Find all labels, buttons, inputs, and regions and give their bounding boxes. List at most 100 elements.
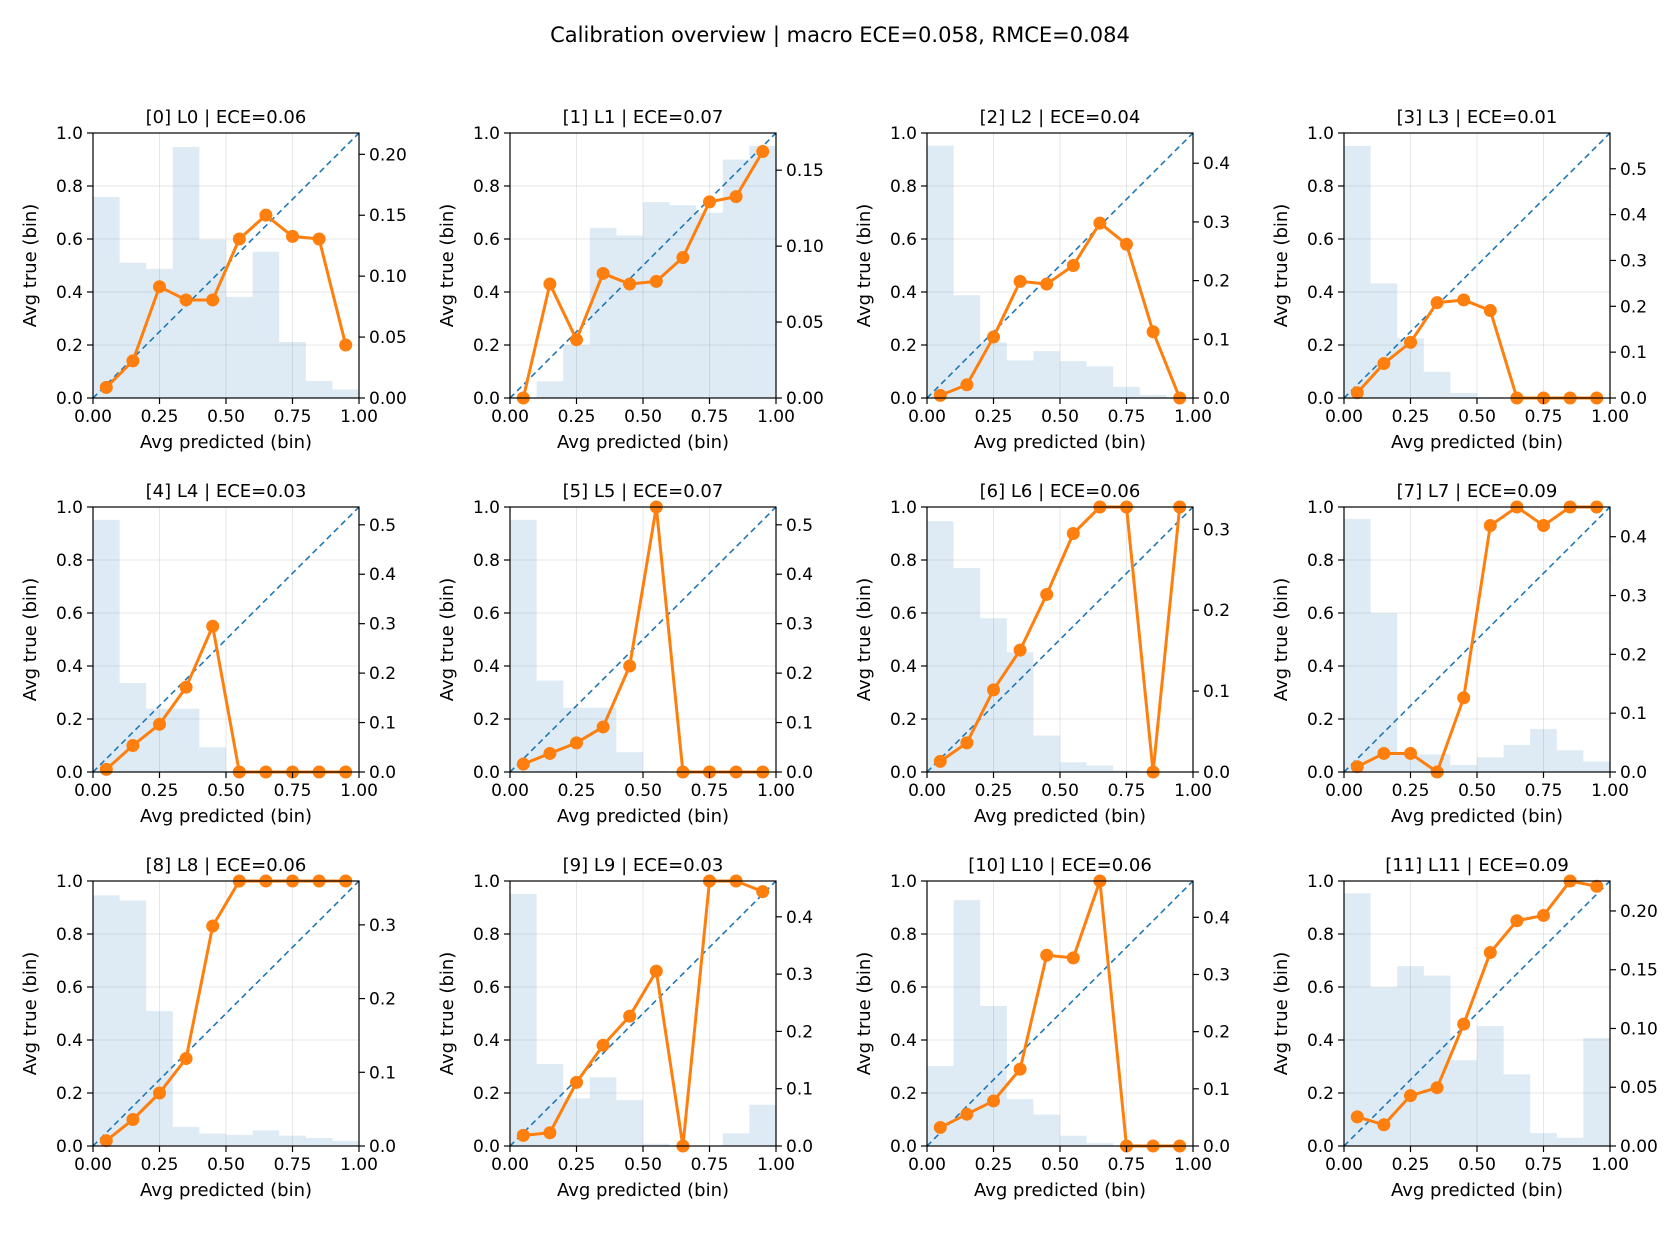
hist-tick-label: 0.0 xyxy=(1620,763,1647,783)
panel-title: [1] L1 | ECE=0.07 xyxy=(563,107,724,128)
calibration-point xyxy=(1013,643,1027,657)
calibration-point xyxy=(933,388,947,402)
histogram-bar xyxy=(1033,735,1060,772)
x-tick-label: 0.00 xyxy=(908,781,946,801)
histogram-bar xyxy=(93,895,120,1146)
x-tick-label: 0.50 xyxy=(624,1155,662,1175)
x-tick-label: 0.00 xyxy=(491,1155,529,1175)
y-tick-label: 0.0 xyxy=(56,763,83,783)
histogram-bar xyxy=(1450,392,1477,398)
hist-tick-label: 0.1 xyxy=(1203,682,1230,702)
hist-tick-label: 0.00 xyxy=(369,389,407,409)
calibration-point xyxy=(1537,908,1550,922)
histogram-bar xyxy=(1530,1133,1557,1146)
x-tick-label: 0.25 xyxy=(141,407,179,427)
diagonal-reference-line xyxy=(509,132,777,399)
calibration-point xyxy=(126,739,140,752)
histogram-bar xyxy=(1113,386,1140,398)
hist-tick-label: 0.0 xyxy=(1203,1137,1230,1157)
histogram-bar xyxy=(1450,1060,1477,1146)
x-tick-label: 1.00 xyxy=(1591,1155,1629,1175)
hist-tick-label: 0.3 xyxy=(1620,587,1647,607)
histogram-bar xyxy=(199,747,226,772)
calibration-point xyxy=(987,1094,1000,1108)
x-tick-label: 1.00 xyxy=(340,781,378,801)
calibration-curve xyxy=(521,150,764,399)
hist-tick-label: 0.00 xyxy=(1620,1137,1658,1157)
y-tick-label: 0.8 xyxy=(890,925,917,945)
hist-tick-label: 0.1 xyxy=(369,1063,396,1083)
histogram-bar xyxy=(749,145,776,398)
histogram-bar xyxy=(510,893,537,1146)
y-tick-label: 1.0 xyxy=(473,498,500,518)
x-tick-label: 0.00 xyxy=(74,407,112,427)
y-axis-label: Avg true (bin) xyxy=(437,204,458,328)
histogram-bar xyxy=(927,521,954,772)
x-tick-label: 0.75 xyxy=(691,407,729,427)
x-tick-label: 0.75 xyxy=(1525,407,1563,427)
histogram-bar xyxy=(1583,1037,1610,1146)
calibration-curve xyxy=(939,505,1182,774)
hist-tick-label: 0.3 xyxy=(786,615,813,635)
calibration-point xyxy=(987,683,1000,697)
y-tick-label: 0.0 xyxy=(1307,763,1334,783)
calibration-point xyxy=(729,190,743,204)
hist-tick-label: 0.3 xyxy=(1203,520,1230,540)
x-tick-label: 0.00 xyxy=(1325,781,1363,801)
x-tick-label: 0.75 xyxy=(1525,781,1563,801)
x-axis-label: Avg predicted (bin) xyxy=(1391,806,1563,827)
y-tick-label: 1.0 xyxy=(56,872,83,892)
histogram-bar xyxy=(172,147,200,398)
y-tick-label: 0.0 xyxy=(473,763,500,783)
histogram-bar xyxy=(119,262,147,398)
panel-11: [11] L11 | ECE=0.090.00 0.25 0.50 0.75 1.000… xyxy=(1271,855,1658,1201)
x-tick-label: 0.25 xyxy=(558,407,596,427)
x-tick-label: 0.25 xyxy=(141,1155,179,1175)
diagonal-reference-line xyxy=(926,880,1194,1147)
histogram-bar xyxy=(226,1134,253,1146)
calibration-point xyxy=(960,378,974,392)
hist-tick-label: 0.15 xyxy=(369,206,407,226)
panel-2: [2] L2 | ECE=0.040.00 0.25 0.50 0.75 1.000.0… xyxy=(854,107,1230,453)
y-tick-label: 0.2 xyxy=(473,1084,500,1104)
x-tick-label: 1.00 xyxy=(1174,1155,1212,1175)
histogram-bar xyxy=(1344,145,1371,398)
y-tick-label: 0.8 xyxy=(473,925,500,945)
calibration-point xyxy=(1350,760,1364,774)
histogram-bar xyxy=(1060,762,1087,772)
hist-tick-label: 0.5 xyxy=(786,516,813,536)
y-tick-label: 0.2 xyxy=(890,336,917,356)
calibration-point xyxy=(232,232,246,246)
y-tick-label: 0.2 xyxy=(1307,710,1334,730)
histogram-bar xyxy=(1583,761,1610,772)
calibration-point xyxy=(153,1086,166,1100)
x-tick-label: 0.50 xyxy=(1458,1155,1496,1175)
hist-tick-label: 0.5 xyxy=(369,516,396,536)
y-tick-label: 0.2 xyxy=(890,1084,917,1104)
hist-tick-label: 0.3 xyxy=(1620,251,1647,271)
calibration-point xyxy=(206,619,220,633)
x-axis-label: Avg predicted (bin) xyxy=(140,432,312,453)
histogram-bar xyxy=(1503,1074,1531,1146)
histogram-bar xyxy=(1370,613,1398,772)
hist-tick-label: 0.15 xyxy=(1620,961,1658,981)
x-tick-label: 0.75 xyxy=(691,781,729,801)
histogram-bar xyxy=(172,708,200,772)
panel-4: [4] L4 | ECE=0.030.00 0.25 0.50 0.75 1.000.0… xyxy=(20,481,396,827)
calibration-point xyxy=(286,229,299,243)
calibration-point xyxy=(99,762,113,776)
y-tick-label: 0.8 xyxy=(1307,177,1334,197)
y-axis-label: Avg true (bin) xyxy=(20,204,41,328)
y-tick-label: 0.0 xyxy=(890,389,917,409)
y-tick-label: 0.4 xyxy=(473,283,500,303)
x-tick-label: 1.00 xyxy=(757,781,795,801)
histogram-bar xyxy=(589,227,617,398)
hist-tick-label: 0.4 xyxy=(786,908,813,928)
hist-tick-label: 0.20 xyxy=(1620,902,1658,922)
y-axis-label: Avg true (bin) xyxy=(1271,204,1292,328)
y-axis-label: Avg true (bin) xyxy=(854,952,875,1076)
y-axis-label: Avg true (bin) xyxy=(20,578,41,702)
diagonal-reference-line xyxy=(92,880,360,1147)
panel-9: [9] L9 | ECE=0.030.00 0.25 0.50 0.75 1.000.0… xyxy=(437,855,813,1201)
x-tick-label: 0.75 xyxy=(274,407,312,427)
